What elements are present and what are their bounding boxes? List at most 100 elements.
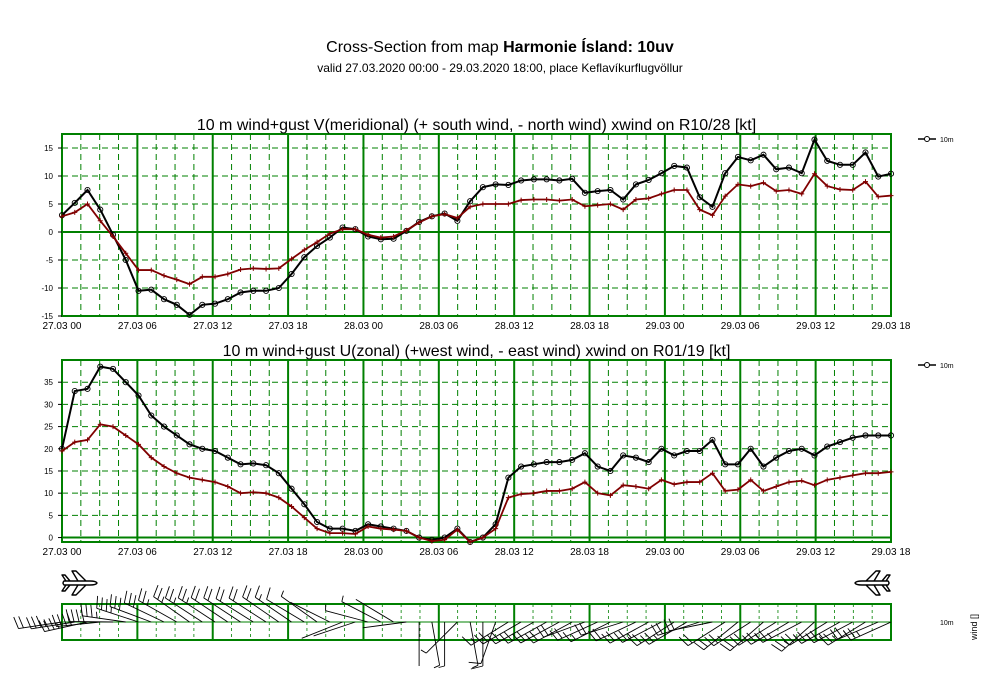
wind-barb [290,601,331,623]
wind-barb [719,621,764,652]
wind-point [224,454,231,461]
wind-point [862,432,869,439]
wind-barb [313,621,356,637]
wind-point [645,176,652,183]
wind-point [722,461,729,468]
gust-point [365,523,371,529]
wind-barb [123,590,165,623]
wind-point [683,447,690,455]
gust-point [97,421,103,427]
gust-point [340,530,346,536]
x-tick-label: 28.03 12 [495,547,534,558]
wind-point [773,454,780,461]
wind-point [607,467,614,475]
y-tick-label: 30 [44,400,53,409]
wind-point [709,203,716,210]
chart-title: 10 m wind+gust V(meridional) (+ south wi… [197,117,756,134]
wind-point [543,459,550,466]
gust-point [454,527,460,533]
wind-barb [138,588,178,623]
wind-barb [164,586,203,623]
gust-point [314,526,320,532]
gust-point [531,197,537,203]
gust-point [607,201,613,207]
legend-marker [924,136,930,142]
wind-point [148,286,155,293]
wind-point [530,176,537,183]
wind-point [887,170,895,177]
wind-point [696,194,703,201]
airplane-right-icon [854,570,891,596]
gust-point [161,464,167,470]
wind-point [887,432,895,439]
wind-point [314,518,321,526]
gust-point [735,181,741,187]
gust-point [671,187,677,193]
wind-legend-label: 10m [940,620,954,627]
wind-barb [461,621,509,646]
gust-point [735,487,741,493]
wind-barb [362,621,407,629]
gust-point [289,256,295,262]
wind-barb [499,621,547,644]
x-tick-label: 28.03 06 [419,547,458,558]
wind-point [607,186,614,194]
wind-barb [153,584,190,623]
wind-point [875,432,882,439]
gust-point [697,207,703,213]
gust-point [187,475,193,481]
wind-point [71,199,78,206]
gust-point [59,448,65,454]
gust-point [505,201,511,207]
x-tick-label: 27.03 06 [118,321,157,332]
gust-point [97,218,103,224]
wind-barb [96,595,139,623]
wind-point [148,412,155,419]
wind-barb [613,621,662,643]
wind-barb [301,621,343,639]
wind-point [696,447,703,455]
gust-point [658,191,664,197]
gust-point [352,531,358,537]
gust-point [174,470,180,476]
gust-point [824,183,830,189]
y-tick-label: 25 [44,423,53,432]
gust-point [633,197,639,203]
legend-label: 10m [940,137,954,144]
wind-barb [177,586,216,623]
wind-point [620,452,627,459]
x-tick-label: 28.03 06 [419,321,458,332]
gust-point [123,250,129,256]
gust-point [85,201,91,207]
wind-point [211,447,219,455]
gust-point [467,539,473,545]
wind-point [785,447,793,455]
gust-point [289,503,295,509]
gust-point [416,219,422,225]
wind-point [594,463,601,470]
gust-point [531,490,537,496]
wind-point [84,385,91,392]
gust-point [72,209,78,215]
wind-point [824,443,831,450]
gust-point [837,186,843,192]
gust-point [671,481,677,487]
wind-barb [587,621,637,642]
wind-barb [792,621,841,644]
y-tick-label: 15 [44,467,53,476]
gust-point [556,488,562,494]
wind-point [173,432,180,439]
wind-barb [420,621,458,654]
gust-point [378,235,384,241]
y-tick-label: 0 [49,534,54,543]
wind-barb [486,621,535,645]
wind-point [620,196,627,203]
x-tick-label: 28.03 18 [570,547,609,558]
x-tick-label: 28.03 00 [344,321,383,332]
gust-point [811,171,817,177]
gust-point [72,439,78,445]
x-tick-label: 27.03 00 [43,321,82,332]
gust-point [888,193,894,199]
wind-barb [280,590,318,623]
wind-barb [842,621,892,641]
